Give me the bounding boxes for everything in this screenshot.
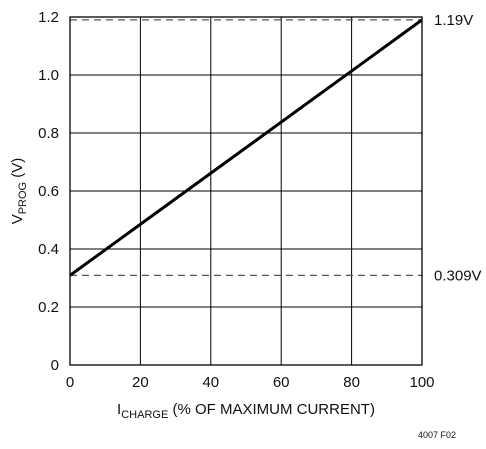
reference-label-1: 0.309V <box>434 267 482 284</box>
plot-frame <box>69 16 423 366</box>
y-axis-title-main: V <box>9 214 26 224</box>
x-tick-label-5: 100 <box>409 374 434 391</box>
y-tick-label-1: 0.2 <box>38 299 59 316</box>
y-tick-label-2: 0.4 <box>38 241 59 258</box>
y-tick-label-5: 1.0 <box>38 67 59 84</box>
y-tick-label-6: 1.2 <box>38 9 59 26</box>
x-axis-title: ICHARGE (% OF MAXIMUM CURRENT) <box>117 401 375 421</box>
x-tick-label-1: 20 <box>132 374 149 391</box>
series-line-0 <box>69 18 423 277</box>
y-tick-label-4: 0.8 <box>38 125 59 142</box>
grid <box>70 17 422 365</box>
y-axis-title: VPROG (V) <box>9 158 29 225</box>
x-tick-label-0: 0 <box>66 374 74 391</box>
reference-label-0: 1.19V <box>434 12 473 29</box>
x-axis-title-rest: (% OF MAXIMUM CURRENT) <box>168 401 375 418</box>
y-axis-title-sub: PROG <box>17 182 29 214</box>
y-axis-title-rest: (V) <box>9 158 26 182</box>
y-tick-label-0: 0 <box>51 357 59 374</box>
x-tick-labels: 0 20 40 60 80 100 <box>66 374 435 391</box>
x-axis-title-sub: CHARGE <box>121 409 168 421</box>
series <box>69 18 423 277</box>
x-tick-label-4: 80 <box>343 374 360 391</box>
x-tick-label-3: 60 <box>273 374 290 391</box>
y-tick-labels: 0 0.2 0.4 0.6 0.8 1.0 1.2 <box>38 9 59 374</box>
x-axis-title-main: I <box>117 401 121 418</box>
y-tick-label-3: 0.6 <box>38 183 59 200</box>
reference-lines <box>70 19 422 276</box>
figure-id: 4007 F02 <box>418 430 456 440</box>
x-tick-label-2: 40 <box>202 374 219 391</box>
reference-labels: 1.19V 0.309V <box>434 12 482 284</box>
